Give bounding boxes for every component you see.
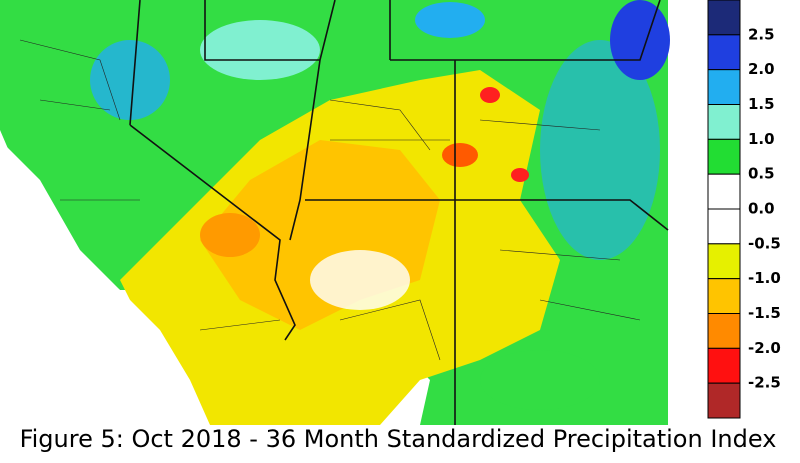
state-boundaries (129, 0, 669, 425)
legend-label: -1.5 (748, 304, 781, 322)
wet-patch (480, 350, 600, 410)
legend-swatch (707, 173, 741, 210)
legend-swatch (707, 313, 741, 349)
legend-label: 0.0 (748, 200, 775, 218)
legend-swatch (707, 208, 741, 245)
caption: Figure 5: Oct 2018 - 36 Month Standardiz… (20, 425, 777, 453)
wet-patch (415, 2, 485, 38)
legend-swatch (707, 243, 741, 280)
wet-patch (90, 40, 170, 120)
wet-patch (540, 40, 660, 260)
legend-swatch (707, 347, 741, 384)
legend-label: 0.5 (748, 165, 775, 183)
legend-label: -2.0 (748, 339, 781, 357)
legend-swatch (707, 138, 741, 175)
legend-label: 2.0 (748, 60, 775, 78)
drought-patch (511, 168, 529, 182)
legend-swatch (707, 0, 741, 36)
legend-label: -2.5 (748, 374, 781, 392)
wet-patch (610, 0, 670, 80)
drought-patch (442, 143, 478, 167)
drought-patch (200, 213, 260, 257)
neutral-patch (310, 250, 410, 310)
wet-patch (200, 20, 320, 80)
county-boundaries (19, 39, 641, 361)
legend-swatch (707, 382, 741, 419)
legend-label: -0.5 (748, 234, 781, 252)
legend-label: -1.0 (748, 269, 781, 287)
legend: 2.5 2.0 1.5 1.0 0.5 0.0 -0.5 -1.0 -1.5 -2.0 -2.5 (707, 0, 781, 419)
legend-swatch (707, 278, 741, 314)
legend-swatch (707, 34, 741, 71)
drought-patch (480, 87, 500, 103)
legend-label: 1.0 (748, 130, 775, 148)
map (0, 0, 670, 425)
legend-label: 2.5 (748, 25, 775, 43)
legend-swatch (707, 69, 741, 105)
legend-swatch (707, 104, 741, 140)
legend-label: 1.5 (748, 95, 775, 113)
ocean (0, 130, 210, 425)
